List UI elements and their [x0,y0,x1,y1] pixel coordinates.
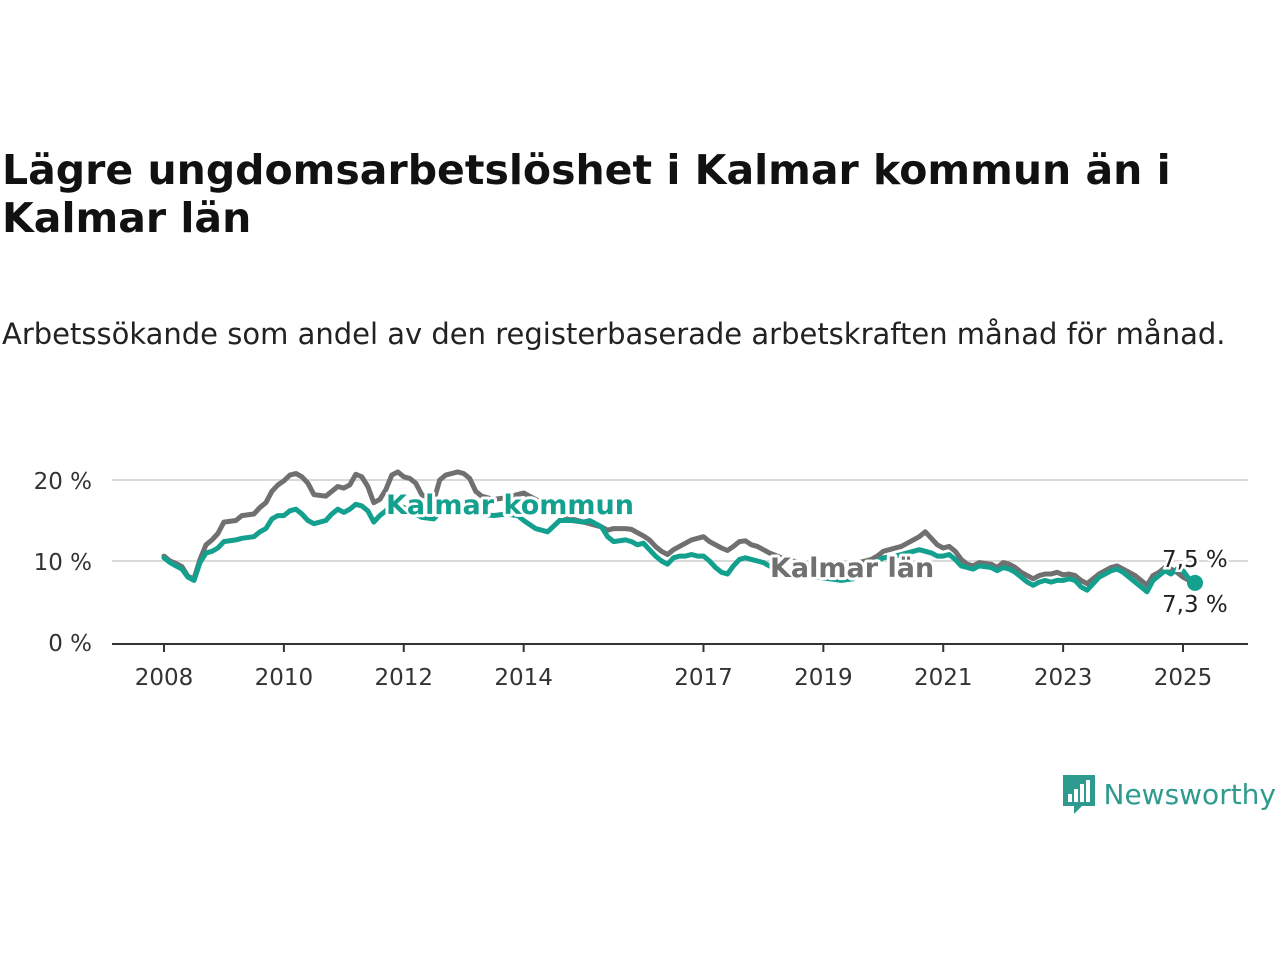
y-tick-label: 10 % [34,550,92,576]
y-axis: 0 % 10 % 20 % [34,469,92,657]
series-name-label: Kalmar län [770,553,934,584]
chart-title: Lägre ungdomsarbetslöshet i Kalmar kommu… [2,146,1171,242]
newsworthy-logo-icon [1062,775,1095,814]
series-name-label: Kalmar kommun [386,490,634,521]
x-tick-label: 2012 [374,665,433,691]
end-point-marker [1187,574,1203,591]
brand-name: Newsworthy [1103,777,1277,811]
x-tick-label: 2010 [255,665,314,691]
line-chart: 0 % 10 % 20 % 2008 2010 2012 2014 2017 2019 2021… [34,469,1248,691]
end-value-label: 7,5 % [1162,547,1228,573]
chart-subtitle: Arbetssökande som andel av den registerb… [2,317,1226,351]
x-tick-label: 2023 [1034,665,1093,691]
x-axis: 2008 2010 2012 2014 2017 2019 2021 2023 2025 [112,643,1248,691]
x-tick-label: 2019 [794,665,853,691]
y-tick-label: 20 % [34,469,92,495]
brand-logo: Newsworthy [1060,770,1277,818]
x-tick-label: 2021 [914,665,973,691]
x-tick-label: 2014 [494,665,553,691]
series-line-kalmar-län [161,469,1198,588]
series-labels: Kalmar kommun Kalmar län 7,5 % 7,3 % [383,487,1230,621]
gridlines [112,479,1248,562]
x-tick-label: 2008 [135,665,194,691]
series-line-kalmar-kommun [161,500,1198,595]
x-tick-label: 2017 [674,665,733,691]
y-tick-label: 0 % [48,631,92,657]
x-tick-label: 2025 [1154,665,1213,691]
series-lines [161,469,1203,595]
end-value-label: 7,3 % [1162,592,1228,618]
